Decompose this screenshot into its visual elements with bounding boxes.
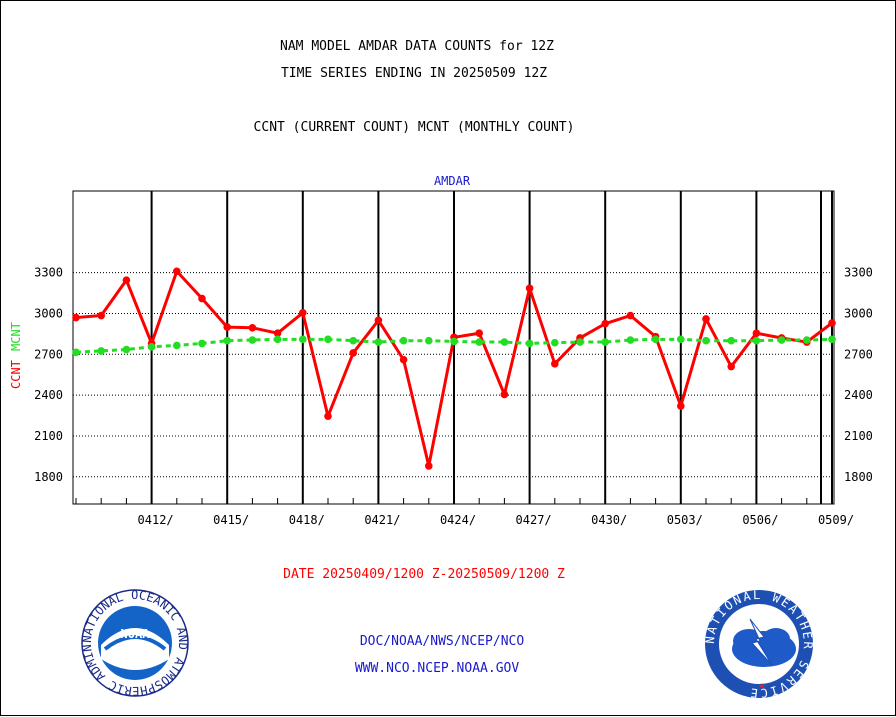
data-point-ccnt xyxy=(500,390,509,399)
doc-noaa-link[interactable]: DOC/NOAA/NWS/NCEP/NCO xyxy=(359,634,525,649)
data-point-ccnt xyxy=(349,349,358,357)
data-point-mcnt xyxy=(72,348,80,357)
y-tick-label-right: 2100 xyxy=(844,429,873,443)
y-tick-label-left: 2700 xyxy=(34,347,63,361)
y-tick-label-right: 2400 xyxy=(844,388,873,402)
date-range-label: DATE 20250409/1200 Z-20250509/1200 Z xyxy=(283,567,565,582)
x-tick-label: 0424/ xyxy=(440,513,476,527)
chart-title-line2: TIME SERIES ENDING IN 20250509 12Z xyxy=(280,66,548,81)
data-point-mcnt xyxy=(450,337,458,346)
data-point-ccnt xyxy=(752,329,761,338)
data-point-ccnt xyxy=(223,323,231,331)
data-point-mcnt xyxy=(349,336,358,345)
data-point-mcnt xyxy=(248,336,257,344)
data-point-ccnt xyxy=(475,329,484,338)
y-tick-label-left: 2100 xyxy=(34,429,63,443)
data-point-ccnt xyxy=(122,276,131,284)
data-point-mcnt xyxy=(626,336,635,344)
data-point-mcnt xyxy=(727,336,735,345)
y-tick-label-right: 3000 xyxy=(844,306,873,320)
noaa-logo: NATIONAL OCEANIC AND ATMOSPHERIC ADMINIS… xyxy=(81,589,189,697)
data-point-ccnt xyxy=(626,311,635,320)
x-tick-label: 0415/ xyxy=(213,513,249,527)
x-tick-label: 0430/ xyxy=(591,513,627,527)
data-point-ccnt xyxy=(324,412,332,421)
data-point-mcnt xyxy=(828,335,836,344)
y-tick-label-right: 1800 xyxy=(844,470,873,484)
data-point-ccnt xyxy=(374,316,383,325)
data-point-mcnt xyxy=(147,343,156,351)
data-point-mcnt xyxy=(651,335,660,344)
data-point-ccnt xyxy=(248,323,257,332)
data-point-mcnt xyxy=(777,336,786,344)
data-point-ccnt xyxy=(702,315,710,323)
data-point-ccnt xyxy=(399,355,408,364)
data-point-mcnt xyxy=(752,336,761,345)
data-point-mcnt xyxy=(702,336,710,345)
data-point-mcnt xyxy=(324,335,332,344)
data-point-mcnt xyxy=(374,338,383,346)
y-tick-label-left: 3000 xyxy=(34,306,63,320)
data-point-ccnt xyxy=(97,311,105,320)
y-tick-label-left: 3300 xyxy=(34,266,63,280)
data-point-ccnt xyxy=(828,319,836,327)
data-point-mcnt xyxy=(551,338,559,347)
x-tick-label: 0503/ xyxy=(667,513,703,527)
nws-logo: NATIONAL WEATHER SERVICE xyxy=(704,589,813,699)
y-tick-label-right: 2700 xyxy=(844,347,873,361)
x-tick-label: 0418/ xyxy=(289,513,325,527)
x-tick-label: 0412/ xyxy=(138,513,174,527)
data-point-mcnt xyxy=(677,335,685,344)
data-point-ccnt xyxy=(72,313,80,322)
data-point-mcnt xyxy=(198,339,206,348)
data-point-ccnt xyxy=(198,294,206,303)
data-point-mcnt xyxy=(475,338,484,346)
data-point-ccnt xyxy=(727,362,735,371)
data-point-mcnt xyxy=(576,338,584,346)
data-point-mcnt xyxy=(273,335,282,344)
data-point-ccnt xyxy=(425,462,433,470)
data-point-mcnt xyxy=(299,335,307,344)
y-tick-label-left: 1800 xyxy=(34,470,63,484)
data-point-mcnt xyxy=(525,339,534,348)
nco-website-link[interactable]: WWW.NCO.NCEP.NOAA.GOV xyxy=(354,661,520,676)
data-point-mcnt xyxy=(122,345,131,354)
data-point-ccnt xyxy=(299,308,307,317)
x-tick-label: 0427/ xyxy=(516,513,552,527)
data-point-mcnt xyxy=(425,336,433,345)
x-tick-label: 0506/ xyxy=(742,513,778,527)
plot-title: AMDAR xyxy=(434,174,471,188)
data-point-ccnt xyxy=(525,284,534,293)
plot-border xyxy=(72,190,835,505)
data-point-mcnt xyxy=(223,336,231,345)
y-tick-label-left: 2400 xyxy=(34,388,63,402)
y-axis-label-mcnt: MCNT xyxy=(9,322,23,351)
x-tick-label: 0509/ xyxy=(818,513,854,527)
data-point-mcnt xyxy=(500,338,509,346)
data-point-ccnt xyxy=(551,360,559,368)
y-tick-label-right: 3300 xyxy=(844,266,873,280)
data-point-mcnt xyxy=(399,336,408,345)
data-point-ccnt xyxy=(173,267,181,276)
data-point-mcnt xyxy=(803,336,811,344)
y-axis-label-ccnt: CCNT xyxy=(9,360,23,389)
noaa-logo-text: NOAA xyxy=(121,627,151,641)
data-point-mcnt xyxy=(97,347,105,355)
chart-title-line1: NAM MODEL AMDAR DATA COUNTS for 12Z xyxy=(280,39,554,54)
series-legend-text: CCNT (CURRENT COUNT) MCNT (MONTHLY COUNT… xyxy=(253,120,575,135)
x-tick-label: 0421/ xyxy=(364,513,400,527)
data-point-ccnt xyxy=(273,329,282,338)
data-point-mcnt xyxy=(173,341,181,350)
data-point-mcnt xyxy=(601,338,609,346)
data-point-ccnt xyxy=(677,402,685,410)
data-point-ccnt xyxy=(601,319,609,328)
